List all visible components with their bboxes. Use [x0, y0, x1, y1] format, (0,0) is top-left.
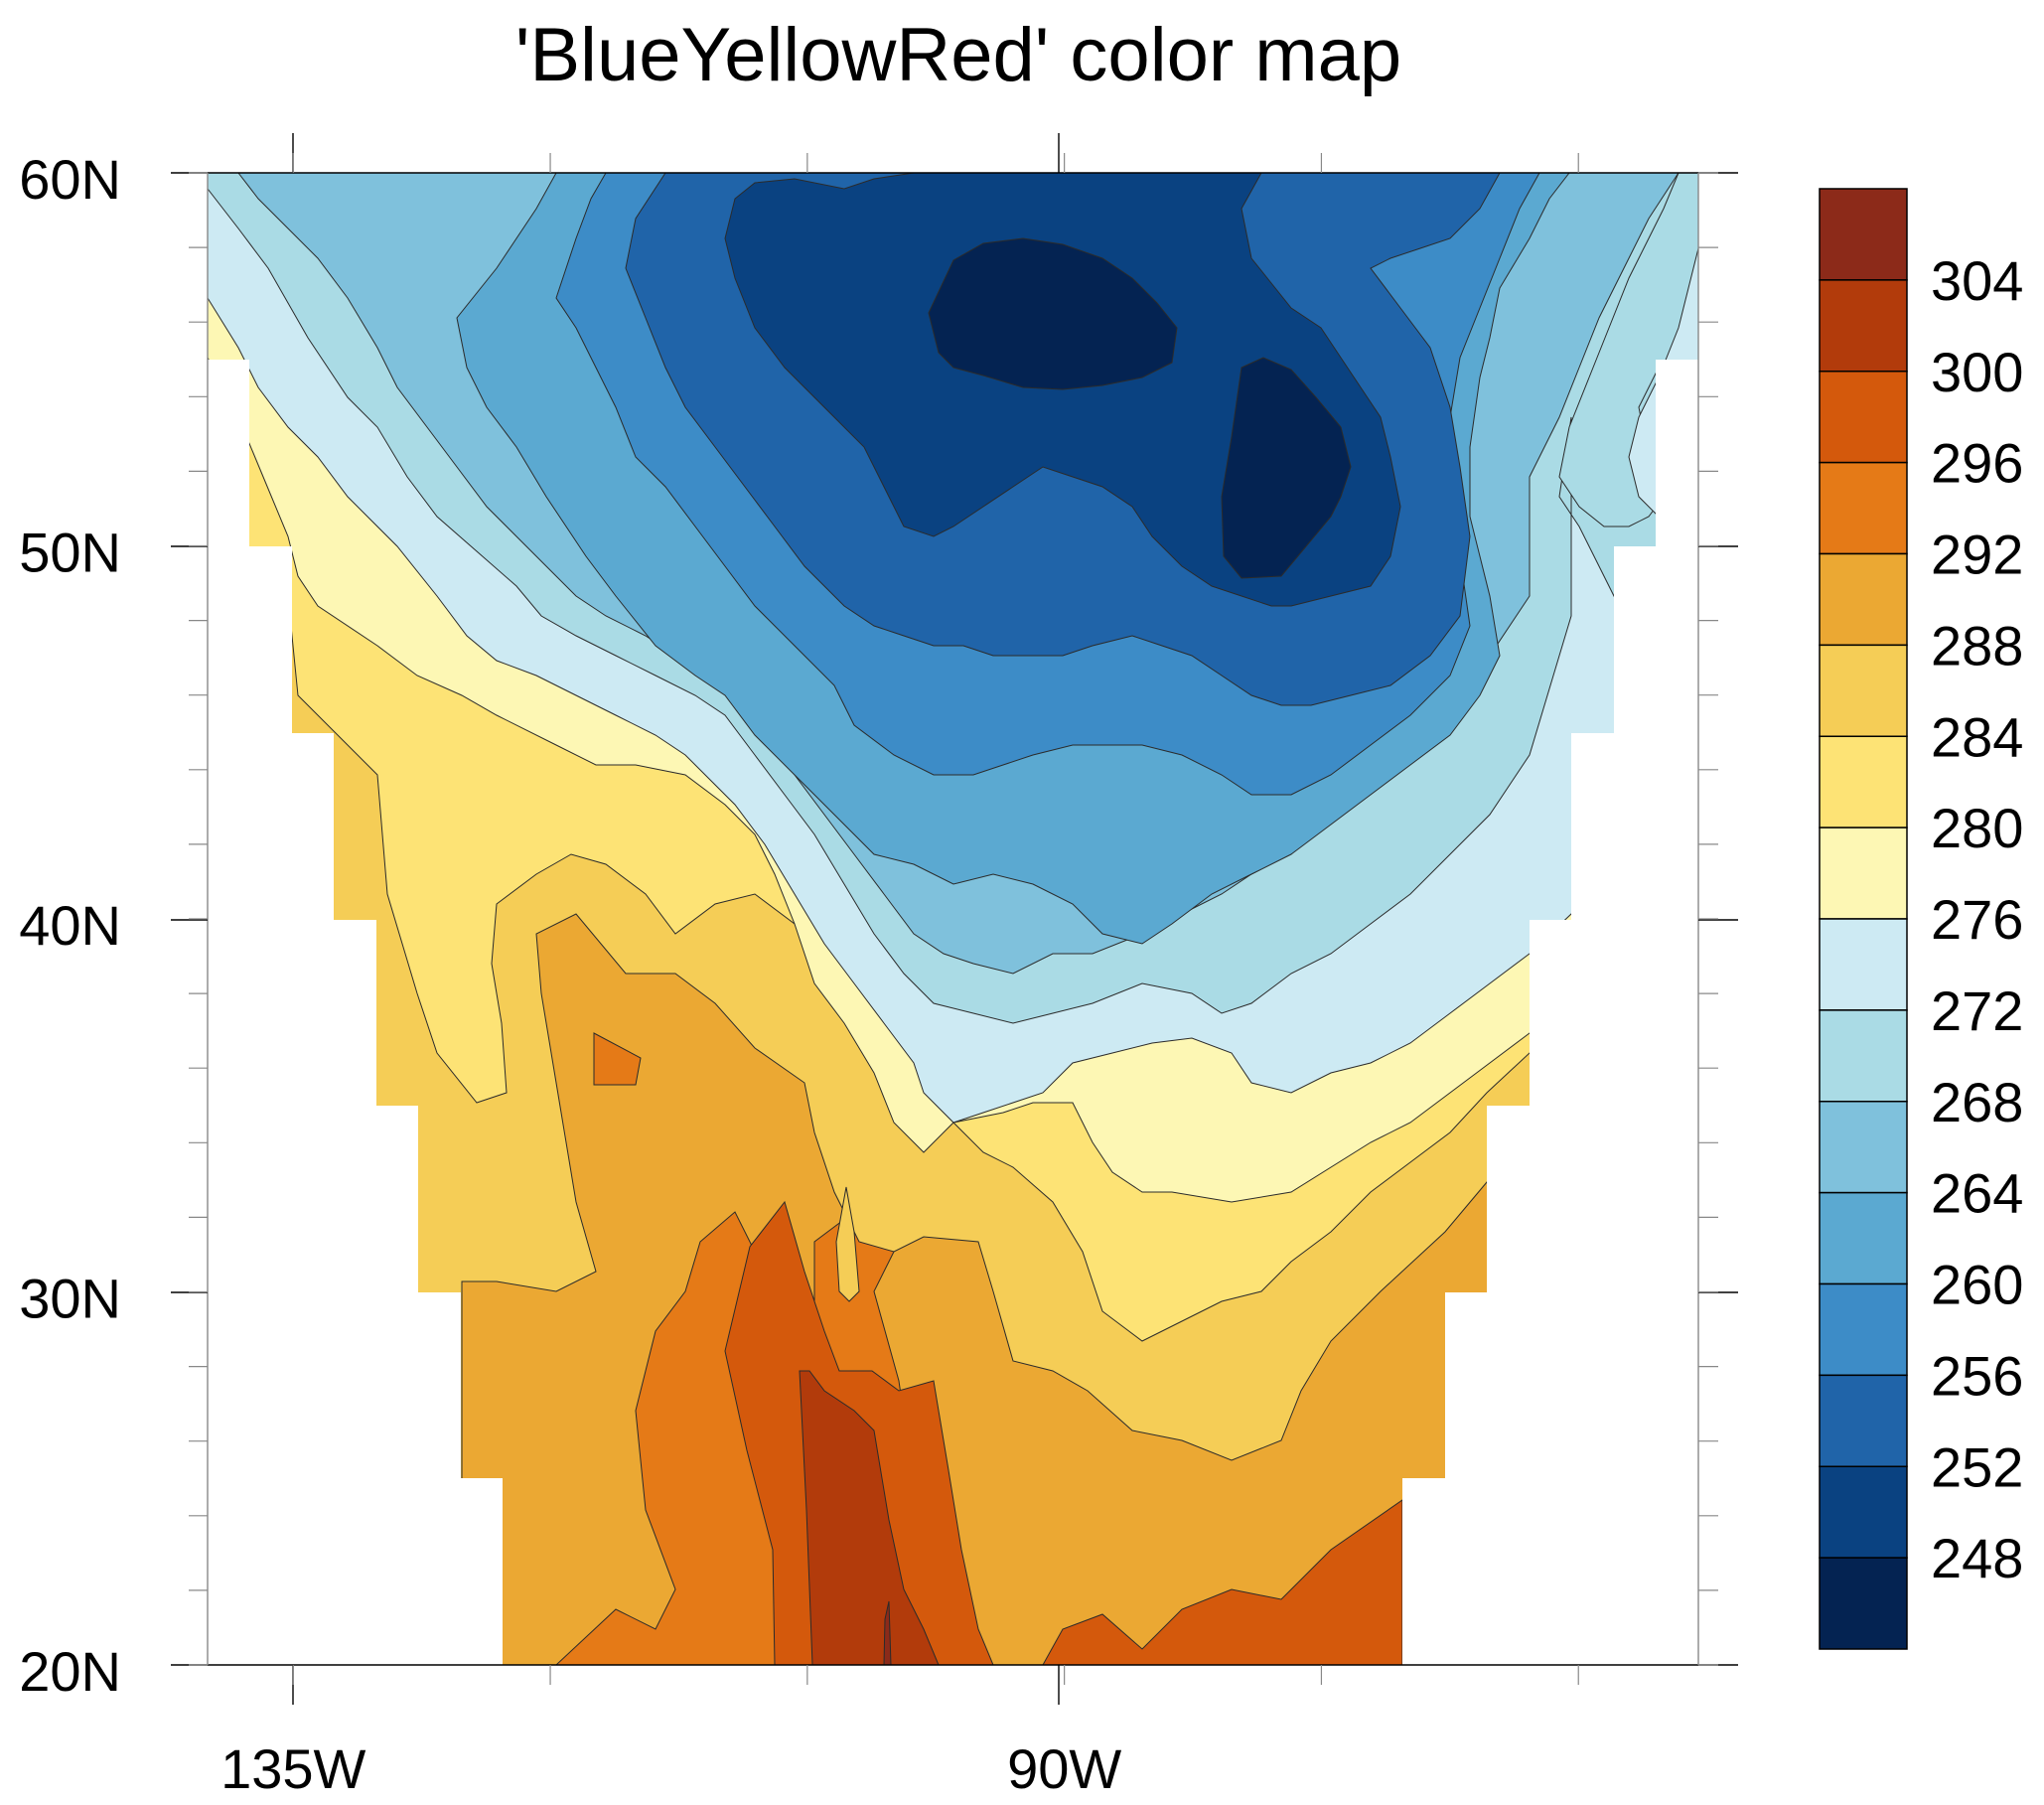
band-252 — [675, 172, 1401, 607]
band-288-island — [835, 1186, 860, 1302]
map-title: 'BlueYellowRed' color map — [514, 13, 1402, 97]
lat-tick-label: 40N — [19, 894, 121, 957]
band-304 — [799, 1370, 940, 1666]
colorbar-swatch — [1819, 371, 1908, 464]
colorbar-label: 292 — [1931, 524, 2023, 586]
colorbar-label: 288 — [1931, 614, 2023, 677]
band-292-island — [593, 1032, 642, 1086]
colorbar-labels: 304 300 296 292 288 284 280 276 272 268 264 260 256 2… — [1931, 249, 2023, 1589]
colorbar-label: 268 — [1931, 1071, 2023, 1133]
colorbar — [1819, 188, 1908, 1650]
colorbar-swatch — [1819, 735, 1908, 828]
colorbar-swatch — [1819, 1282, 1908, 1377]
colorbar-label: 248 — [1931, 1527, 2023, 1589]
colorbar-label: 284 — [1931, 705, 2023, 768]
colorbar-swatch — [1819, 827, 1908, 920]
domain-mask — [208, 149, 1818, 1699]
colorbar-swatch — [1819, 1191, 1908, 1285]
latitude-labels: 60N 50N 40N 30N 20N — [19, 148, 121, 1703]
colorbar-label: 304 — [1931, 249, 2023, 312]
colorbar-swatch — [1819, 1557, 1908, 1650]
colorbar-label: 300 — [1931, 341, 2023, 403]
colorbar-swatch — [1819, 1374, 1908, 1467]
minor-ticks — [189, 153, 1718, 1685]
lon-tick-label: 90W — [1007, 1737, 1121, 1800]
colorbar-label: 272 — [1931, 979, 2023, 1042]
colorbar-swatch — [1819, 188, 1908, 281]
colorbar-label: 264 — [1931, 1162, 2023, 1225]
colorbar-label: 260 — [1931, 1254, 2023, 1316]
colorbar-swatch — [1819, 1009, 1908, 1103]
lat-tick-label: 20N — [19, 1640, 121, 1703]
colorbar-swatch — [1819, 552, 1908, 647]
lat-tick-label: 50N — [19, 522, 121, 584]
lon-tick-label: 135W — [220, 1737, 365, 1800]
band-248-core-b — [1221, 357, 1352, 579]
colorbar-swatch — [1819, 461, 1908, 555]
colorbar-swatch — [1819, 644, 1908, 737]
colorbar-label: 280 — [1931, 797, 2023, 859]
colorbar-swatch — [1819, 1101, 1908, 1194]
colorbar-swatch — [1819, 279, 1908, 373]
colorbar-label: 252 — [1931, 1435, 2023, 1498]
colorbar-label: 276 — [1931, 888, 2023, 951]
colorbar-label: 256 — [1931, 1344, 2023, 1407]
lat-tick-label: 60N — [19, 148, 121, 211]
longitude-labels: 135W 90W — [220, 1737, 1121, 1800]
temperature-contour-fill — [207, 172, 1699, 1666]
lat-tick-label: 30N — [19, 1268, 121, 1330]
colorbar-label: 296 — [1931, 432, 2023, 495]
colorbar-swatch — [1819, 1465, 1908, 1559]
colorbar-swatch — [1819, 918, 1908, 1011]
band-248-core-a — [928, 237, 1178, 390]
